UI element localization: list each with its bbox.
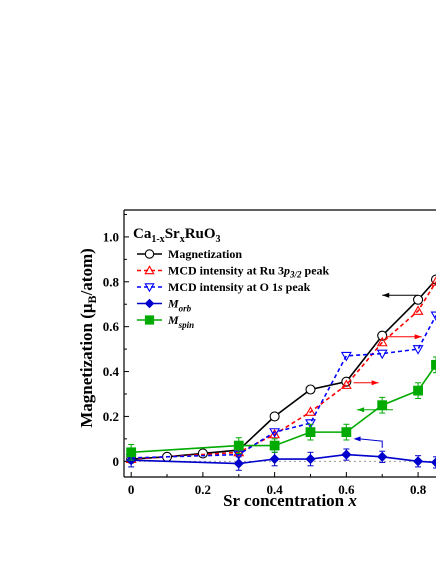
- x-tick-label: 0.6: [338, 482, 355, 497]
- x-axis-label: Sr concentration x: [223, 491, 357, 510]
- data-point: [340, 351, 352, 362]
- data-point: [430, 276, 436, 286]
- data-point: [430, 274, 436, 285]
- series-line: [131, 281, 436, 460]
- data-point: [341, 449, 352, 460]
- data-point: [377, 451, 388, 462]
- chart-title: Ca1-xSrxRuO3: [133, 226, 221, 245]
- arrow-head: [382, 292, 390, 298]
- legend-entry: MCD intensity at O 1s peak: [137, 280, 311, 294]
- data-point: [377, 330, 388, 341]
- legend-entry: Mspin: [137, 313, 194, 330]
- data-point: [376, 336, 388, 347]
- series-line: [131, 364, 436, 454]
- data-point: [377, 400, 388, 411]
- legend-marker: [144, 283, 155, 293]
- data-point: [126, 447, 137, 458]
- y-tick-label: 0.6: [103, 319, 120, 334]
- annotation-arrow: [357, 407, 393, 413]
- data-point: [341, 427, 352, 438]
- legend-entry: MCD intensity at Ru 3p3/2 peak: [137, 264, 330, 280]
- data-point: [412, 345, 424, 355]
- annotation-arrow: [382, 292, 419, 298]
- y-tick-label: 0.4: [103, 364, 120, 379]
- data-point: [233, 446, 245, 457]
- x-tick-label: 0: [128, 482, 135, 497]
- annotation-arrow: [353, 380, 379, 386]
- legend-label: MCD intensity at Ru 3p3/2 peak: [168, 264, 330, 280]
- data-point: [305, 384, 316, 395]
- data-point: [305, 406, 316, 416]
- series-4: [126, 356, 436, 461]
- annotation-arrow: [353, 436, 383, 448]
- annotation-arrow: [385, 334, 422, 340]
- data-point: [430, 311, 436, 322]
- legend-label: Mspin: [167, 313, 194, 330]
- legend: Magnetization MCD intensity at Ru 3p3/2 p…: [137, 247, 330, 330]
- y-axis-label: Magnetization (μB/atom): [77, 248, 99, 428]
- series-line: [131, 279, 436, 460]
- arrow-head: [371, 380, 379, 386]
- data-point: [413, 385, 423, 396]
- series-layer: [125, 274, 436, 471]
- data-point: [233, 440, 244, 451]
- y-tick-label: 0.8: [103, 274, 120, 289]
- arrow-head: [357, 407, 365, 413]
- data-point: [305, 419, 316, 429]
- data-point: [340, 379, 352, 389]
- series-3: [126, 448, 436, 471]
- legend-entry: Morb: [137, 297, 192, 314]
- legend-marker: [144, 315, 155, 325]
- arrow-head: [353, 436, 361, 442]
- data-point: [305, 427, 316, 438]
- data-point: [413, 456, 424, 467]
- annotation-arrows: [353, 292, 422, 448]
- legend-label: Magnetization: [168, 247, 242, 261]
- legend-marker: [144, 298, 155, 309]
- series-2: [125, 311, 436, 464]
- data-point: [197, 448, 208, 459]
- data-point: [412, 305, 424, 315]
- axis-ticks: 0 0.2 0.4 0.6 0.8 0 0.2 0.4 0.6 0.8 1.0: [103, 213, 427, 497]
- legend-marker: [144, 249, 155, 259]
- data-point: [413, 294, 424, 305]
- x-tick-label: 0.4: [266, 482, 283, 497]
- data-point: [430, 457, 436, 468]
- data-point: [269, 440, 280, 451]
- data-point: [305, 453, 316, 465]
- data-point: [269, 411, 280, 422]
- series-line: [131, 453, 436, 465]
- legend-label: MCD intensity at O 1s peak: [168, 280, 311, 294]
- y-tick-label: 1.0: [103, 229, 119, 244]
- legend-marker: [144, 265, 155, 275]
- data-point: [431, 359, 436, 370]
- data-point: [269, 453, 280, 465]
- legend-entry: Magnetization: [137, 247, 242, 261]
- data-point: [269, 428, 281, 438]
- x-tick-label: 0.8: [410, 482, 427, 497]
- arrow-head: [414, 334, 422, 340]
- y-tick-label: 0: [113, 454, 120, 469]
- x-tick-label: 0.2: [195, 482, 211, 497]
- legend-label: Morb: [167, 297, 192, 314]
- y-tick-label: 0.2: [103, 409, 119, 424]
- plot-frame: [123, 209, 436, 478]
- data-point: [376, 349, 388, 360]
- data-point: [233, 458, 244, 469]
- series-line: [131, 315, 436, 459]
